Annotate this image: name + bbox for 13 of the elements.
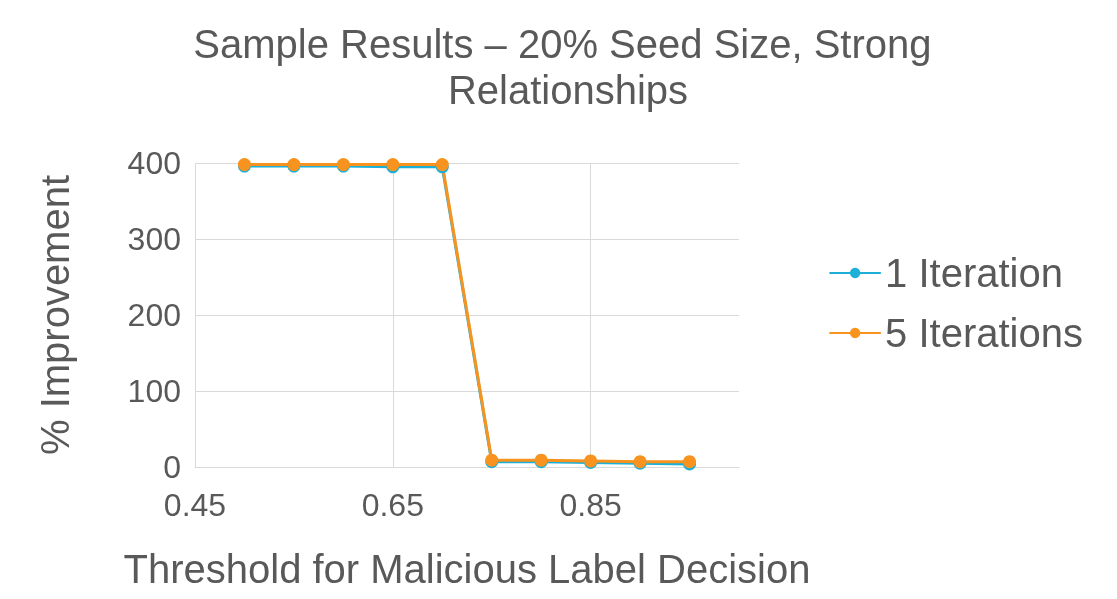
y-tick-label: 200 (127, 297, 181, 333)
x-axis-title: Threshold for Malicious Label Decision (123, 547, 811, 591)
y-axis-title: % Improvement (33, 174, 77, 456)
y-tick-label: 400 (127, 145, 181, 181)
legend-label: 5 Iterations (885, 311, 1083, 355)
x-tick-label: 0.45 (163, 487, 227, 523)
x-tick-label: 0.85 (559, 487, 622, 523)
legend-label: 1 Iteration (885, 251, 1063, 295)
y-tick-label: 100 (127, 373, 181, 409)
y-tick-label: 300 (127, 221, 181, 257)
x-tick-label: 0.65 (361, 487, 424, 523)
y-tick-label: 0 (163, 449, 181, 485)
chart-title: Sample Results – 20% Seed Size, Strong Relationships (193, 22, 943, 112)
